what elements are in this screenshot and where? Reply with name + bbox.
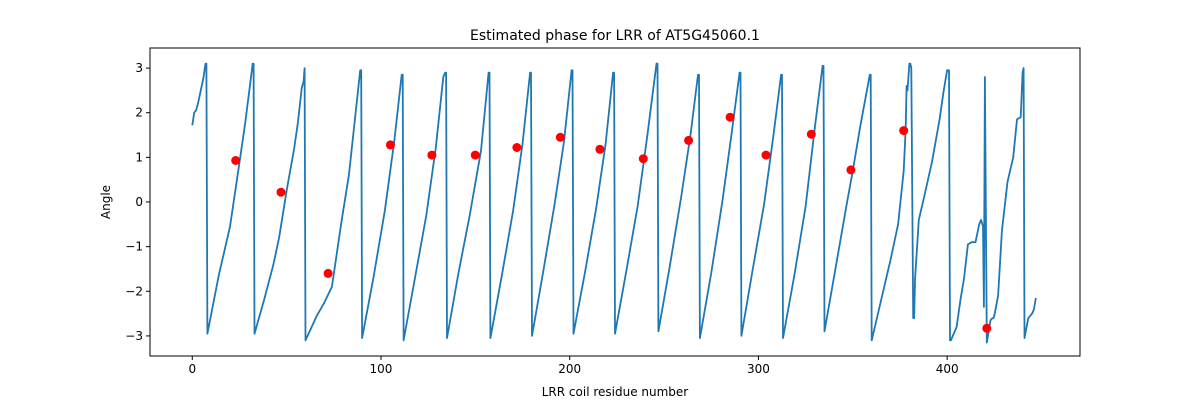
x-tick-label: 0	[188, 362, 196, 376]
y-tick-label: −1	[125, 240, 143, 254]
phase-marker	[595, 144, 605, 154]
phase-marker	[470, 150, 480, 160]
x-tick-label: 300	[747, 362, 770, 376]
phase-marker	[512, 143, 522, 152]
x-tick-label: 400	[936, 362, 959, 376]
phase-marker	[323, 268, 333, 278]
y-axis-label: Angle	[99, 185, 113, 219]
x-axis-label: LRR coil residue number	[542, 385, 689, 399]
phase-marker	[638, 154, 648, 164]
phase-marker	[684, 135, 694, 145]
phase-marker	[555, 132, 565, 142]
phase-marker	[982, 323, 992, 333]
phase-marker	[276, 187, 286, 197]
plot-area	[149, 47, 1081, 357]
phase-marker	[725, 112, 735, 122]
phase-marker	[806, 129, 816, 139]
phase-marker	[427, 150, 437, 160]
phase-marker	[385, 140, 395, 150]
y-tick-label: −3	[125, 329, 143, 343]
y-tick-label: −2	[125, 284, 143, 298]
x-axis: 0 100 200 300 400	[188, 356, 959, 376]
x-tick-label: 100	[370, 362, 393, 376]
y-axis: −3 −2 −1 0 1 2 3	[125, 61, 150, 343]
y-tick-label: 3	[135, 61, 143, 75]
y-tick-label: 0	[135, 195, 143, 209]
y-tick-label: 2	[135, 106, 143, 120]
phase-marker	[846, 165, 856, 175]
phase-marker	[899, 126, 909, 136]
phase-marker	[231, 156, 241, 165]
y-tick-label: 1	[135, 150, 143, 164]
phase-line	[191, 62, 1037, 344]
x-tick-label: 200	[558, 362, 581, 376]
phase-marker	[761, 150, 771, 160]
chart-title: Estimated phase for LRR of AT5G45060.1	[470, 28, 760, 44]
